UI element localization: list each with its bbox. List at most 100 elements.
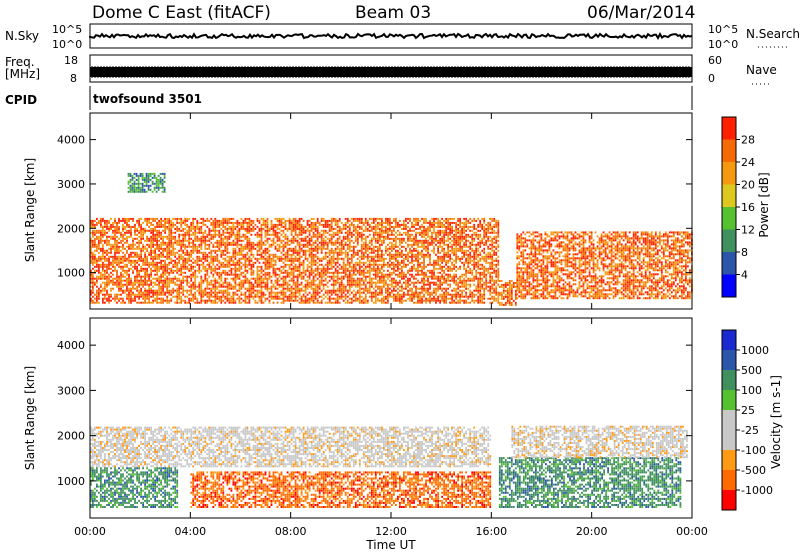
heatmap-cell	[226, 249, 229, 252]
heatmap-cell	[164, 277, 166, 280]
heatmap-cell	[286, 219, 289, 222]
heatmap-cell	[276, 287, 279, 290]
heatmap-cell	[328, 227, 331, 230]
freq-left-label-2: [MHz]	[5, 67, 40, 81]
heatmap-cell	[244, 233, 247, 236]
heatmap-cell	[128, 273, 130, 276]
heatmap-cell	[362, 289, 365, 292]
heatmap-cell	[262, 255, 265, 258]
heatmap-cell	[198, 249, 201, 252]
heatmap-cell	[194, 271, 197, 274]
heatmap-cell	[364, 299, 367, 302]
heatmap-cell	[358, 289, 361, 292]
heatmap-cell	[322, 231, 325, 234]
heatmap-cell	[368, 291, 371, 294]
heatmap-cell	[138, 219, 140, 222]
heatmap-cell	[374, 263, 377, 266]
heatmap-cell	[346, 217, 349, 220]
heatmap-cell	[340, 221, 343, 224]
heatmap-cell	[96, 231, 98, 234]
heatmap-cell	[152, 299, 154, 302]
heatmap-cell	[304, 273, 307, 276]
heatmap-cell	[344, 273, 347, 276]
heatmap-cell	[136, 241, 138, 244]
heatmap-cell	[206, 247, 209, 250]
heatmap-cell	[248, 289, 251, 292]
heatmap-cell	[104, 283, 106, 286]
heatmap-cell	[184, 227, 187, 230]
heatmap-cell	[282, 229, 285, 232]
heatmap-cell	[252, 245, 255, 248]
heatmap-cell	[316, 299, 319, 302]
heatmap-cell	[222, 271, 225, 274]
heatmap-cell	[270, 225, 273, 228]
heatmap-cell	[395, 237, 397, 240]
heatmap-cell	[304, 301, 307, 304]
heatmap-cell	[164, 247, 166, 250]
heatmap-cell	[298, 227, 301, 230]
heatmap-cell	[220, 223, 223, 226]
heatmap-cell	[194, 269, 197, 272]
heatmap-cell	[152, 219, 154, 222]
heatmap-cell	[176, 297, 179, 300]
heatmap-cell	[377, 291, 379, 294]
heatmap-cell	[196, 289, 199, 292]
heatmap-cell	[150, 287, 152, 290]
heatmap-cell	[296, 243, 299, 246]
heatmap-cell	[160, 299, 162, 302]
heatmap-cell	[372, 273, 375, 276]
heatmap-cell	[387, 229, 389, 232]
heatmap-cell	[374, 231, 377, 234]
heatmap-cell	[352, 289, 355, 292]
heatmap-cell	[148, 261, 150, 264]
heatmap-cell	[391, 271, 393, 274]
heatmap-cell	[397, 245, 399, 248]
heatmap-cell	[381, 239, 383, 242]
heatmap-cell	[110, 279, 112, 282]
heatmap-cell	[190, 223, 193, 226]
heatmap-cell	[360, 253, 363, 256]
heatmap-cell	[358, 291, 361, 294]
heatmap-cell	[407, 297, 409, 300]
heatmap-cell	[372, 235, 375, 238]
heatmap-cell	[401, 277, 403, 280]
heatmap-cell	[172, 287, 175, 290]
heatmap-cell	[354, 253, 357, 256]
heatmap-cell	[176, 265, 179, 268]
heatmap-cell	[393, 253, 395, 256]
heatmap-cell	[104, 239, 106, 242]
heatmap-cell	[232, 267, 235, 270]
heatmap-cell	[192, 273, 195, 276]
heatmap-cell	[304, 297, 307, 300]
heatmap-cell	[284, 243, 287, 246]
heatmap-cell	[146, 301, 148, 304]
heatmap-cell	[246, 229, 249, 232]
heatmap-cell	[338, 225, 341, 228]
heatmap-cell	[216, 257, 219, 260]
heatmap-cell	[170, 237, 173, 240]
heatmap-cell	[278, 231, 281, 234]
heatmap-cell	[122, 285, 124, 288]
heatmap-cell	[342, 235, 345, 238]
heatmap-cell	[276, 301, 279, 304]
heatmap-cell	[370, 247, 373, 250]
heatmap-cell	[116, 301, 118, 304]
heatmap-cell	[218, 243, 221, 246]
heatmap-cell	[296, 251, 299, 254]
heatmap-cell	[399, 293, 401, 296]
heatmap-cell	[377, 247, 379, 250]
heatmap-cell	[286, 287, 289, 290]
heatmap-cell	[120, 259, 122, 262]
heatmap-cell	[314, 229, 317, 232]
heatmap-cell	[395, 259, 397, 262]
heatmap-cell	[230, 225, 233, 228]
heatmap-cell	[320, 235, 323, 238]
heatmap-cell	[194, 217, 197, 220]
heatmap-cell	[230, 273, 233, 276]
heatmap-cell	[385, 247, 387, 250]
heatmap-cell	[364, 261, 367, 264]
heatmap-cell	[280, 293, 283, 296]
heatmap-cell	[304, 271, 307, 274]
heatmap-cell	[166, 249, 169, 252]
heatmap-cell	[170, 269, 173, 272]
